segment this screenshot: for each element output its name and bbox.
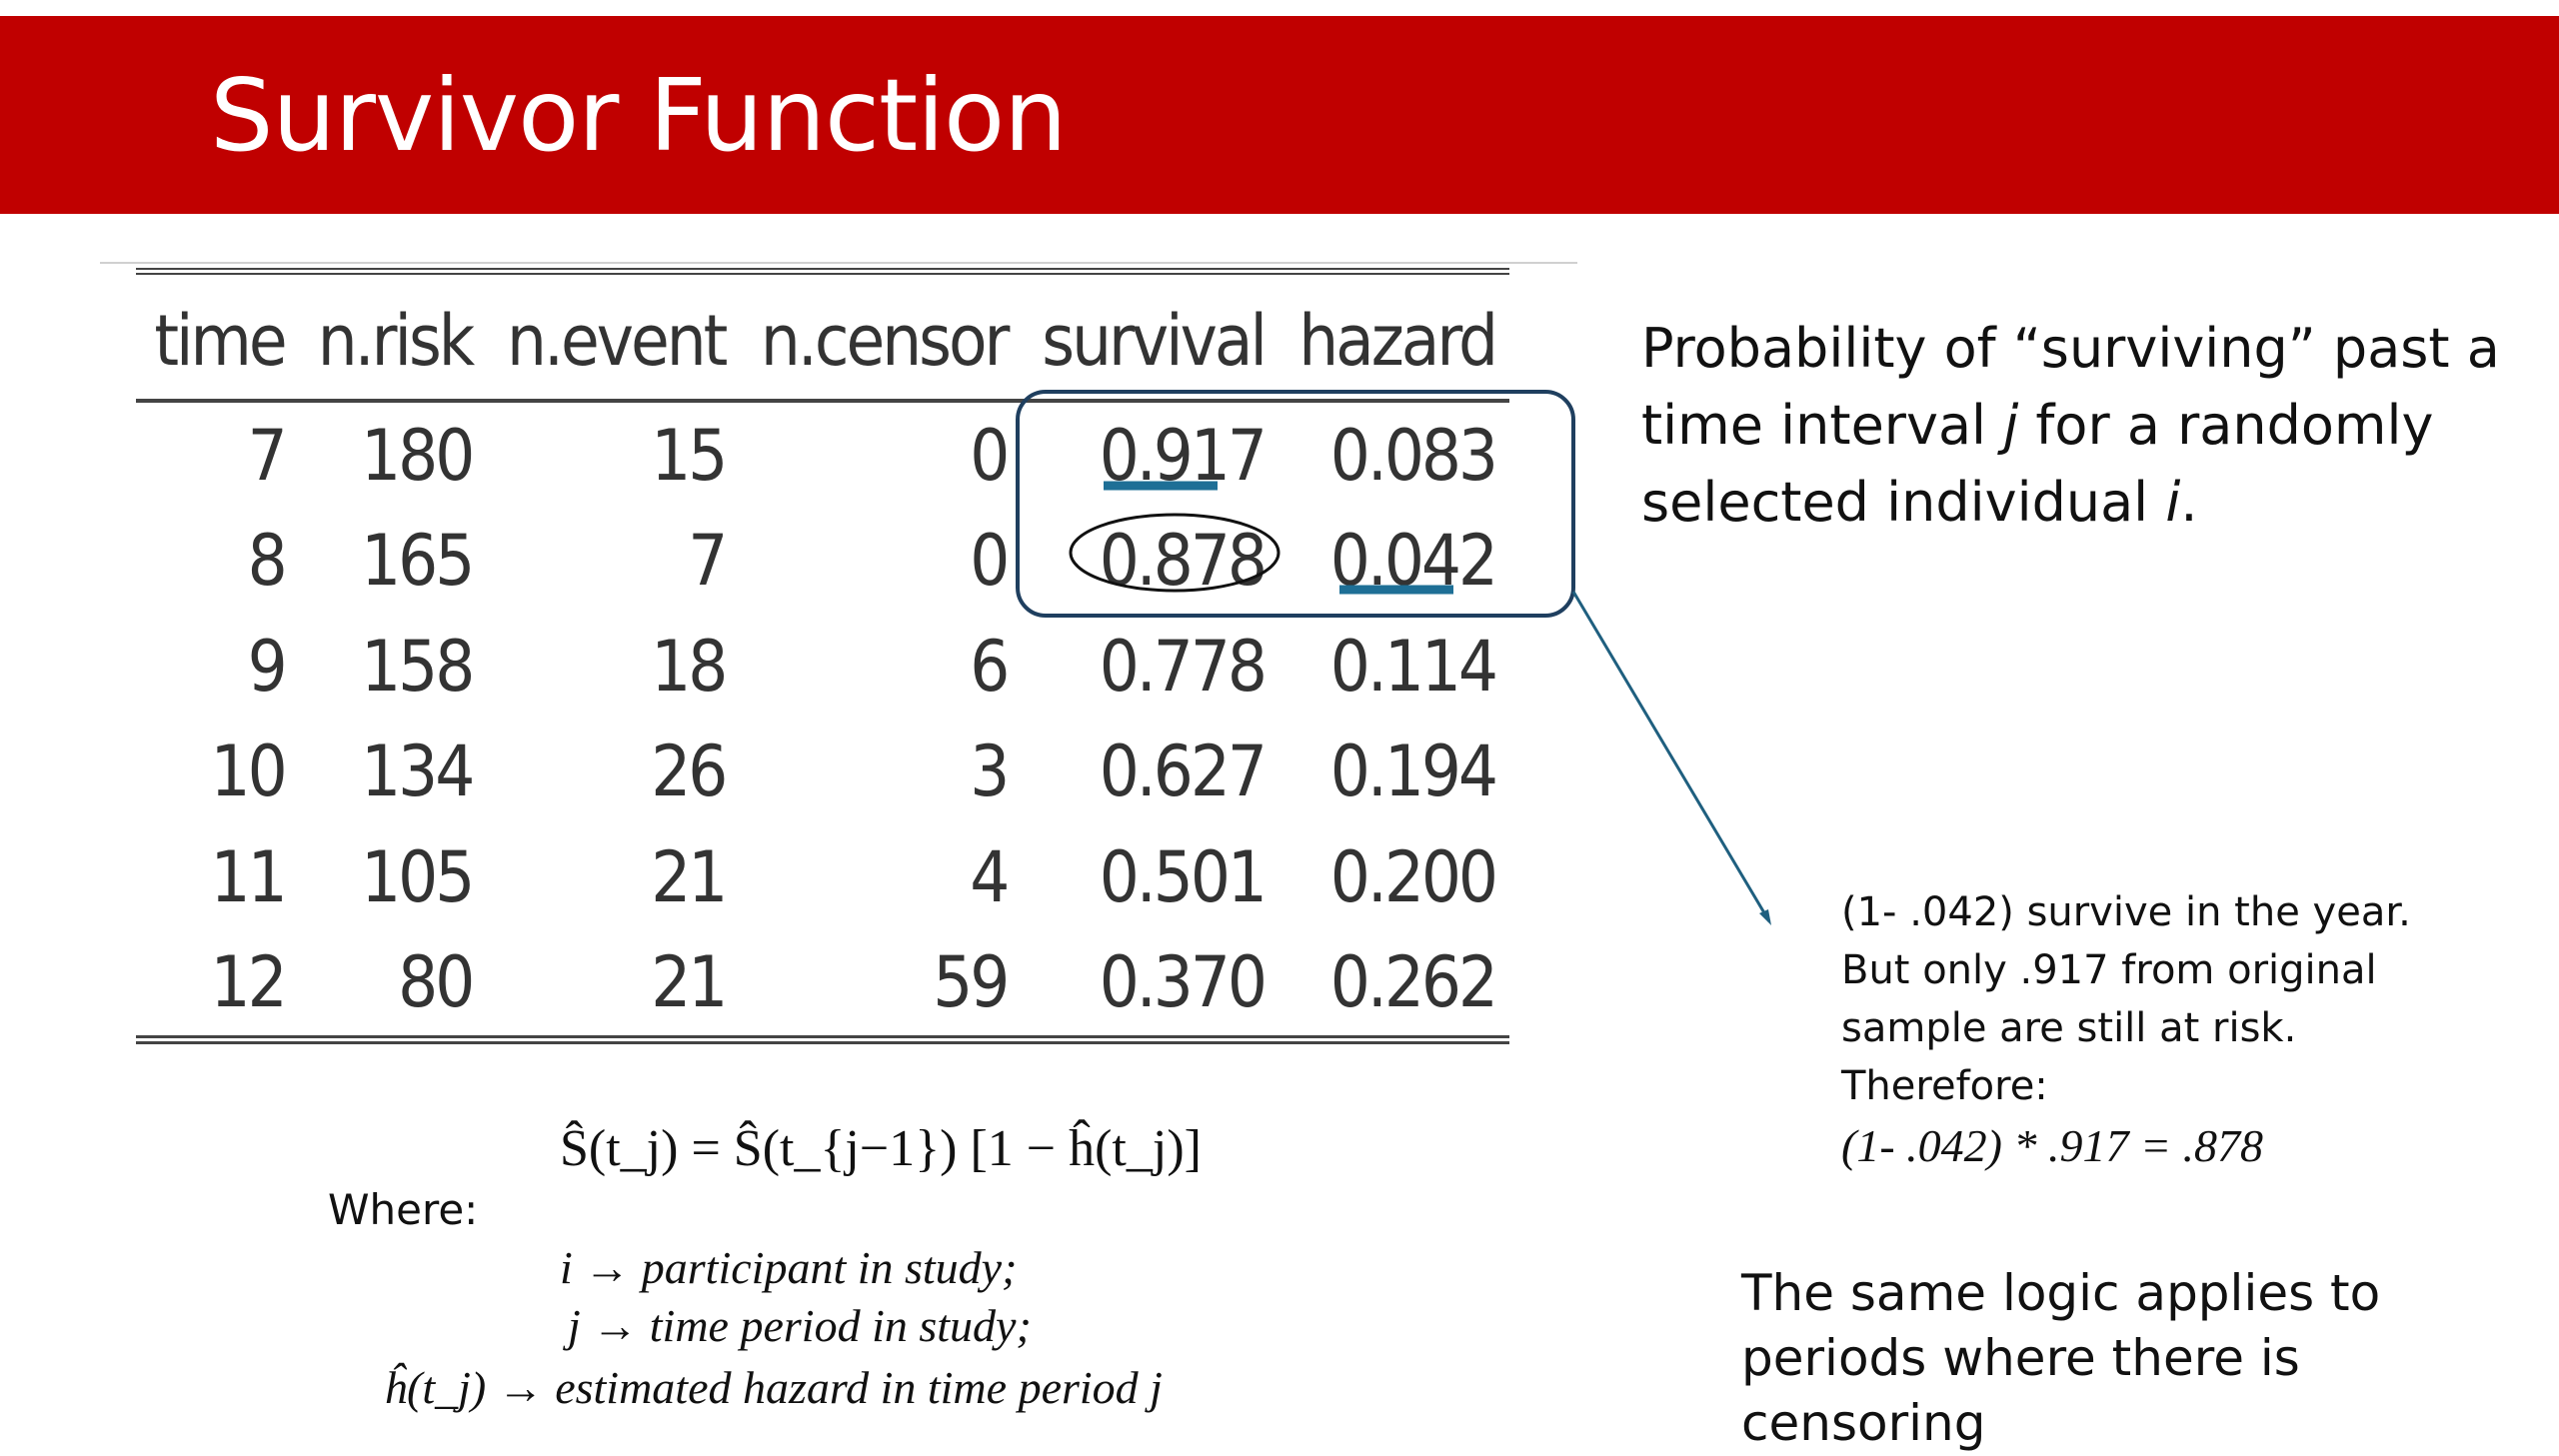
cell-n-event: 26 bbox=[651, 730, 728, 813]
cell-n-censor: 6 bbox=[970, 625, 1010, 708]
cell-n-censor: 4 bbox=[970, 835, 1010, 918]
table-row: 10 134 26 3 0.627 0.194 bbox=[136, 720, 1509, 825]
calc-line: Therefore: bbox=[1841, 1063, 2048, 1109]
table-row: 8 165 7 0 0.878 0.042 bbox=[136, 509, 1509, 615]
prob-text-j: j bbox=[2003, 394, 2019, 457]
survivor-formula: Ŝ(t_j) = Ŝ(t_{j−1}) [1 − ĥ(t_j)] bbox=[560, 1120, 1202, 1177]
cell-survival: 0.917 bbox=[1099, 414, 1268, 497]
cell-n-risk: 80 bbox=[398, 941, 475, 1024]
annotation-arrowhead bbox=[1759, 909, 1771, 925]
definition-i: i → participant in study; bbox=[560, 1242, 1018, 1293]
cell-n-risk: 180 bbox=[361, 414, 475, 497]
column-header-time: time bbox=[154, 300, 287, 382]
prob-text-part1: Probability of “surviving” past a time i… bbox=[1641, 317, 2500, 457]
censoring-note: The same logic applies to periods where … bbox=[1741, 1264, 2381, 1452]
cell-time: 10 bbox=[210, 730, 288, 813]
calc-line: But only .917 from original bbox=[1841, 947, 2377, 993]
calc-line: sample are still at risk. bbox=[1841, 1005, 2297, 1051]
cell-hazard: 0.042 bbox=[1329, 520, 1498, 603]
where-label: Where: bbox=[328, 1185, 479, 1234]
column-header-n-event: n.event bbox=[507, 300, 728, 382]
cell-n-censor: 0 bbox=[970, 414, 1010, 497]
prob-text-end: . bbox=[2180, 471, 2198, 534]
cell-n-censor: 59 bbox=[933, 941, 1010, 1024]
table-row: 11 105 21 4 0.501 0.200 bbox=[136, 824, 1509, 930]
cell-time: 7 bbox=[247, 414, 288, 497]
cell-time: 9 bbox=[247, 625, 288, 708]
prob-text-i: i bbox=[2165, 471, 2181, 534]
calc-formula: (1- .042) * .917 = .878 bbox=[1841, 1120, 2263, 1171]
calc-line: (1- .042) survive in the year. bbox=[1841, 889, 2411, 935]
cell-time: 11 bbox=[210, 835, 288, 918]
cell-time: 8 bbox=[247, 520, 288, 603]
cell-n-censor: 3 bbox=[970, 730, 1010, 813]
cell-n-risk: 165 bbox=[361, 520, 475, 603]
slide-title: Survivor Function bbox=[210, 57, 1068, 174]
cell-survival: 0.370 bbox=[1099, 941, 1268, 1024]
cell-survival: 0.778 bbox=[1099, 625, 1268, 708]
table-top-rule bbox=[100, 262, 1577, 264]
cell-hazard: 0.200 bbox=[1329, 835, 1498, 918]
cell-n-risk: 158 bbox=[361, 625, 475, 708]
table-row: 9 158 18 6 0.778 0.114 bbox=[136, 614, 1509, 720]
cell-hazard: 0.083 bbox=[1329, 414, 1498, 497]
cell-hazard: 0.114 bbox=[1329, 625, 1498, 708]
table-header-row: time n.risk n.event n.censor survival ha… bbox=[136, 271, 1509, 401]
cell-survival: 0.501 bbox=[1099, 835, 1268, 918]
cell-n-censor: 0 bbox=[970, 520, 1010, 603]
survival-table-image: time n.risk n.event n.censor survival ha… bbox=[100, 262, 1579, 1051]
prob-text-part2: for a randomly selected individual bbox=[1641, 394, 2434, 534]
column-header-n-censor: n.censor bbox=[760, 300, 1010, 382]
cell-survival: 0.627 bbox=[1099, 730, 1268, 813]
top-margin bbox=[0, 0, 2559, 16]
annotation-arrow-line bbox=[1571, 591, 1771, 922]
survival-table: time n.risk n.event n.censor survival ha… bbox=[136, 268, 1509, 1044]
column-header-n-risk: n.risk bbox=[317, 300, 476, 382]
cell-survival: 0.878 bbox=[1099, 520, 1268, 603]
cell-n-event: 7 bbox=[688, 520, 728, 603]
cell-n-event: 21 bbox=[651, 835, 728, 918]
cell-time: 12 bbox=[210, 941, 288, 1024]
cell-hazard: 0.262 bbox=[1329, 941, 1498, 1024]
column-header-hazard: hazard bbox=[1298, 300, 1498, 382]
table-row: 7 180 15 0 0.917 0.083 bbox=[136, 401, 1509, 509]
cell-n-risk: 105 bbox=[361, 835, 475, 918]
cell-n-risk: 134 bbox=[361, 730, 475, 813]
title-banner: Survivor Function bbox=[0, 16, 2559, 214]
definition-h: ĥ(t_j) → estimated hazard in time period… bbox=[384, 1362, 1163, 1413]
probability-explanation: Probability of “surviving” past a time i… bbox=[1641, 310, 2521, 541]
calculation-note: (1- .042) survive in the year. But only … bbox=[1841, 883, 2481, 1175]
cell-hazard: 0.194 bbox=[1329, 730, 1498, 813]
cell-n-event: 21 bbox=[651, 941, 728, 1024]
table-row: 12 80 21 59 0.370 0.262 bbox=[136, 930, 1509, 1040]
cell-n-event: 15 bbox=[651, 414, 728, 497]
definition-j: j → time period in study; bbox=[568, 1300, 1032, 1351]
cell-n-event: 18 bbox=[651, 625, 728, 708]
column-header-survival: survival bbox=[1042, 300, 1268, 382]
